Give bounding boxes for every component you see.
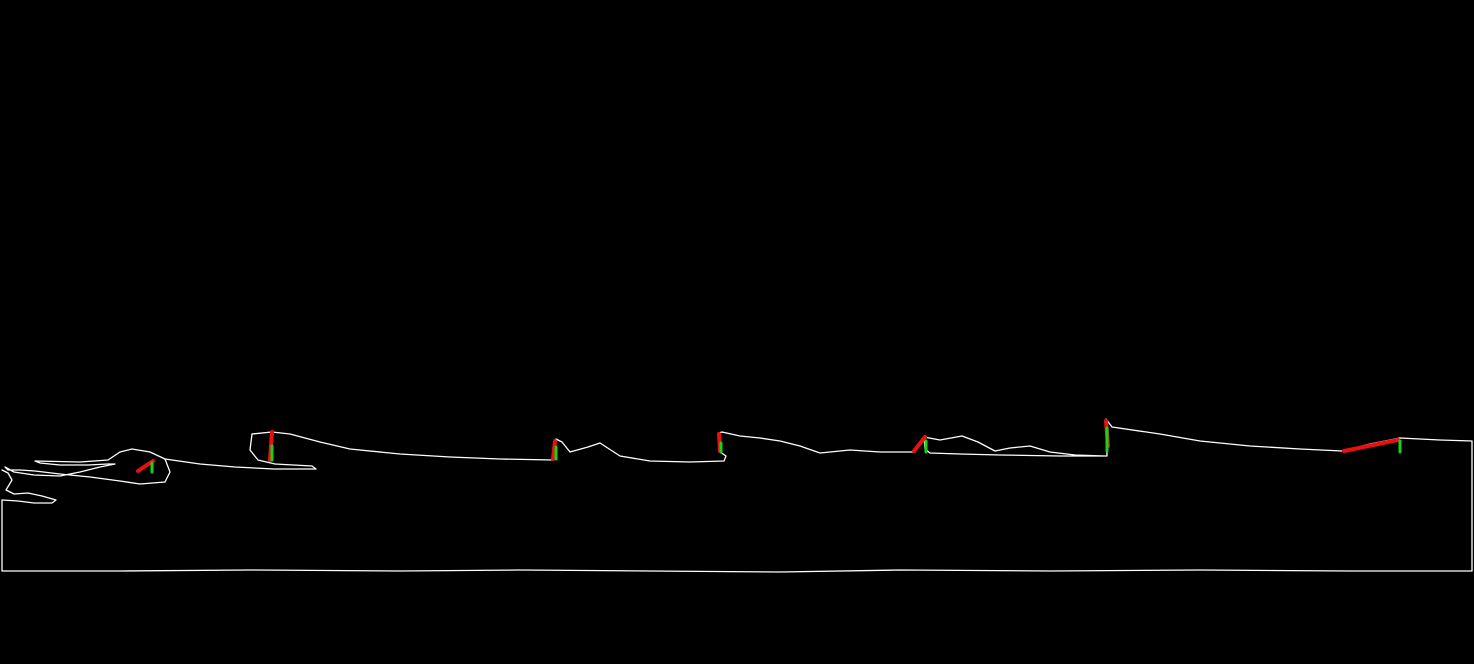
red-marker-7 (1342, 438, 1400, 453)
left-tab-outline (1, 469, 57, 504)
red-marker-3 (551, 439, 557, 461)
red-marker-5 (912, 435, 927, 453)
left-upper-strip-outline (4, 448, 171, 485)
red-marker-1 (136, 459, 155, 473)
main-body-outline (1, 418, 1473, 573)
